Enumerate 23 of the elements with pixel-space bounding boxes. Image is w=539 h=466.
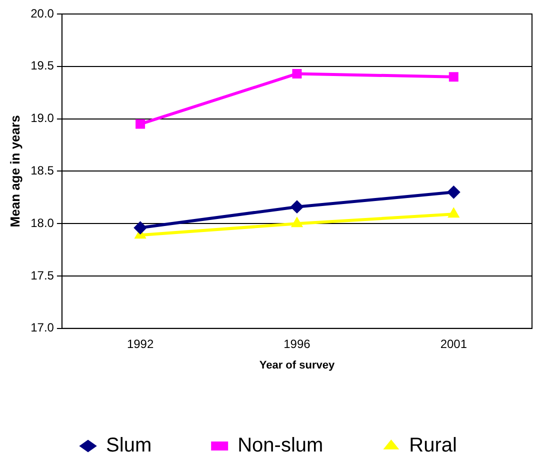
legend-label: Non-slum xyxy=(238,434,324,457)
y-tick-label: 18.0 xyxy=(30,216,54,230)
x-axis-title: Year of survey xyxy=(259,359,336,372)
point xyxy=(448,72,458,82)
point xyxy=(134,221,147,234)
legend-label: Slum xyxy=(106,434,152,457)
y-tick-label: 19.0 xyxy=(30,111,54,126)
x-tick-label: 2001 xyxy=(440,336,468,351)
y-axis-title: Mean age in years xyxy=(7,115,22,228)
x-tick-label: 1992 xyxy=(126,336,154,351)
legend-label: Rural xyxy=(409,434,457,457)
y-tick-label: 19.5 xyxy=(30,58,54,73)
point xyxy=(292,68,302,78)
y-tick-label: 18.5 xyxy=(30,164,54,178)
point xyxy=(291,217,303,228)
point xyxy=(447,186,460,199)
point xyxy=(290,200,304,214)
y-tick-label: 17.0 xyxy=(30,320,54,335)
point xyxy=(448,208,460,218)
y-tick-label: 17.5 xyxy=(30,268,54,282)
y-tick-label: 20.0 xyxy=(30,6,54,20)
x-tick-label: 1996 xyxy=(284,336,311,351)
point xyxy=(136,119,146,129)
